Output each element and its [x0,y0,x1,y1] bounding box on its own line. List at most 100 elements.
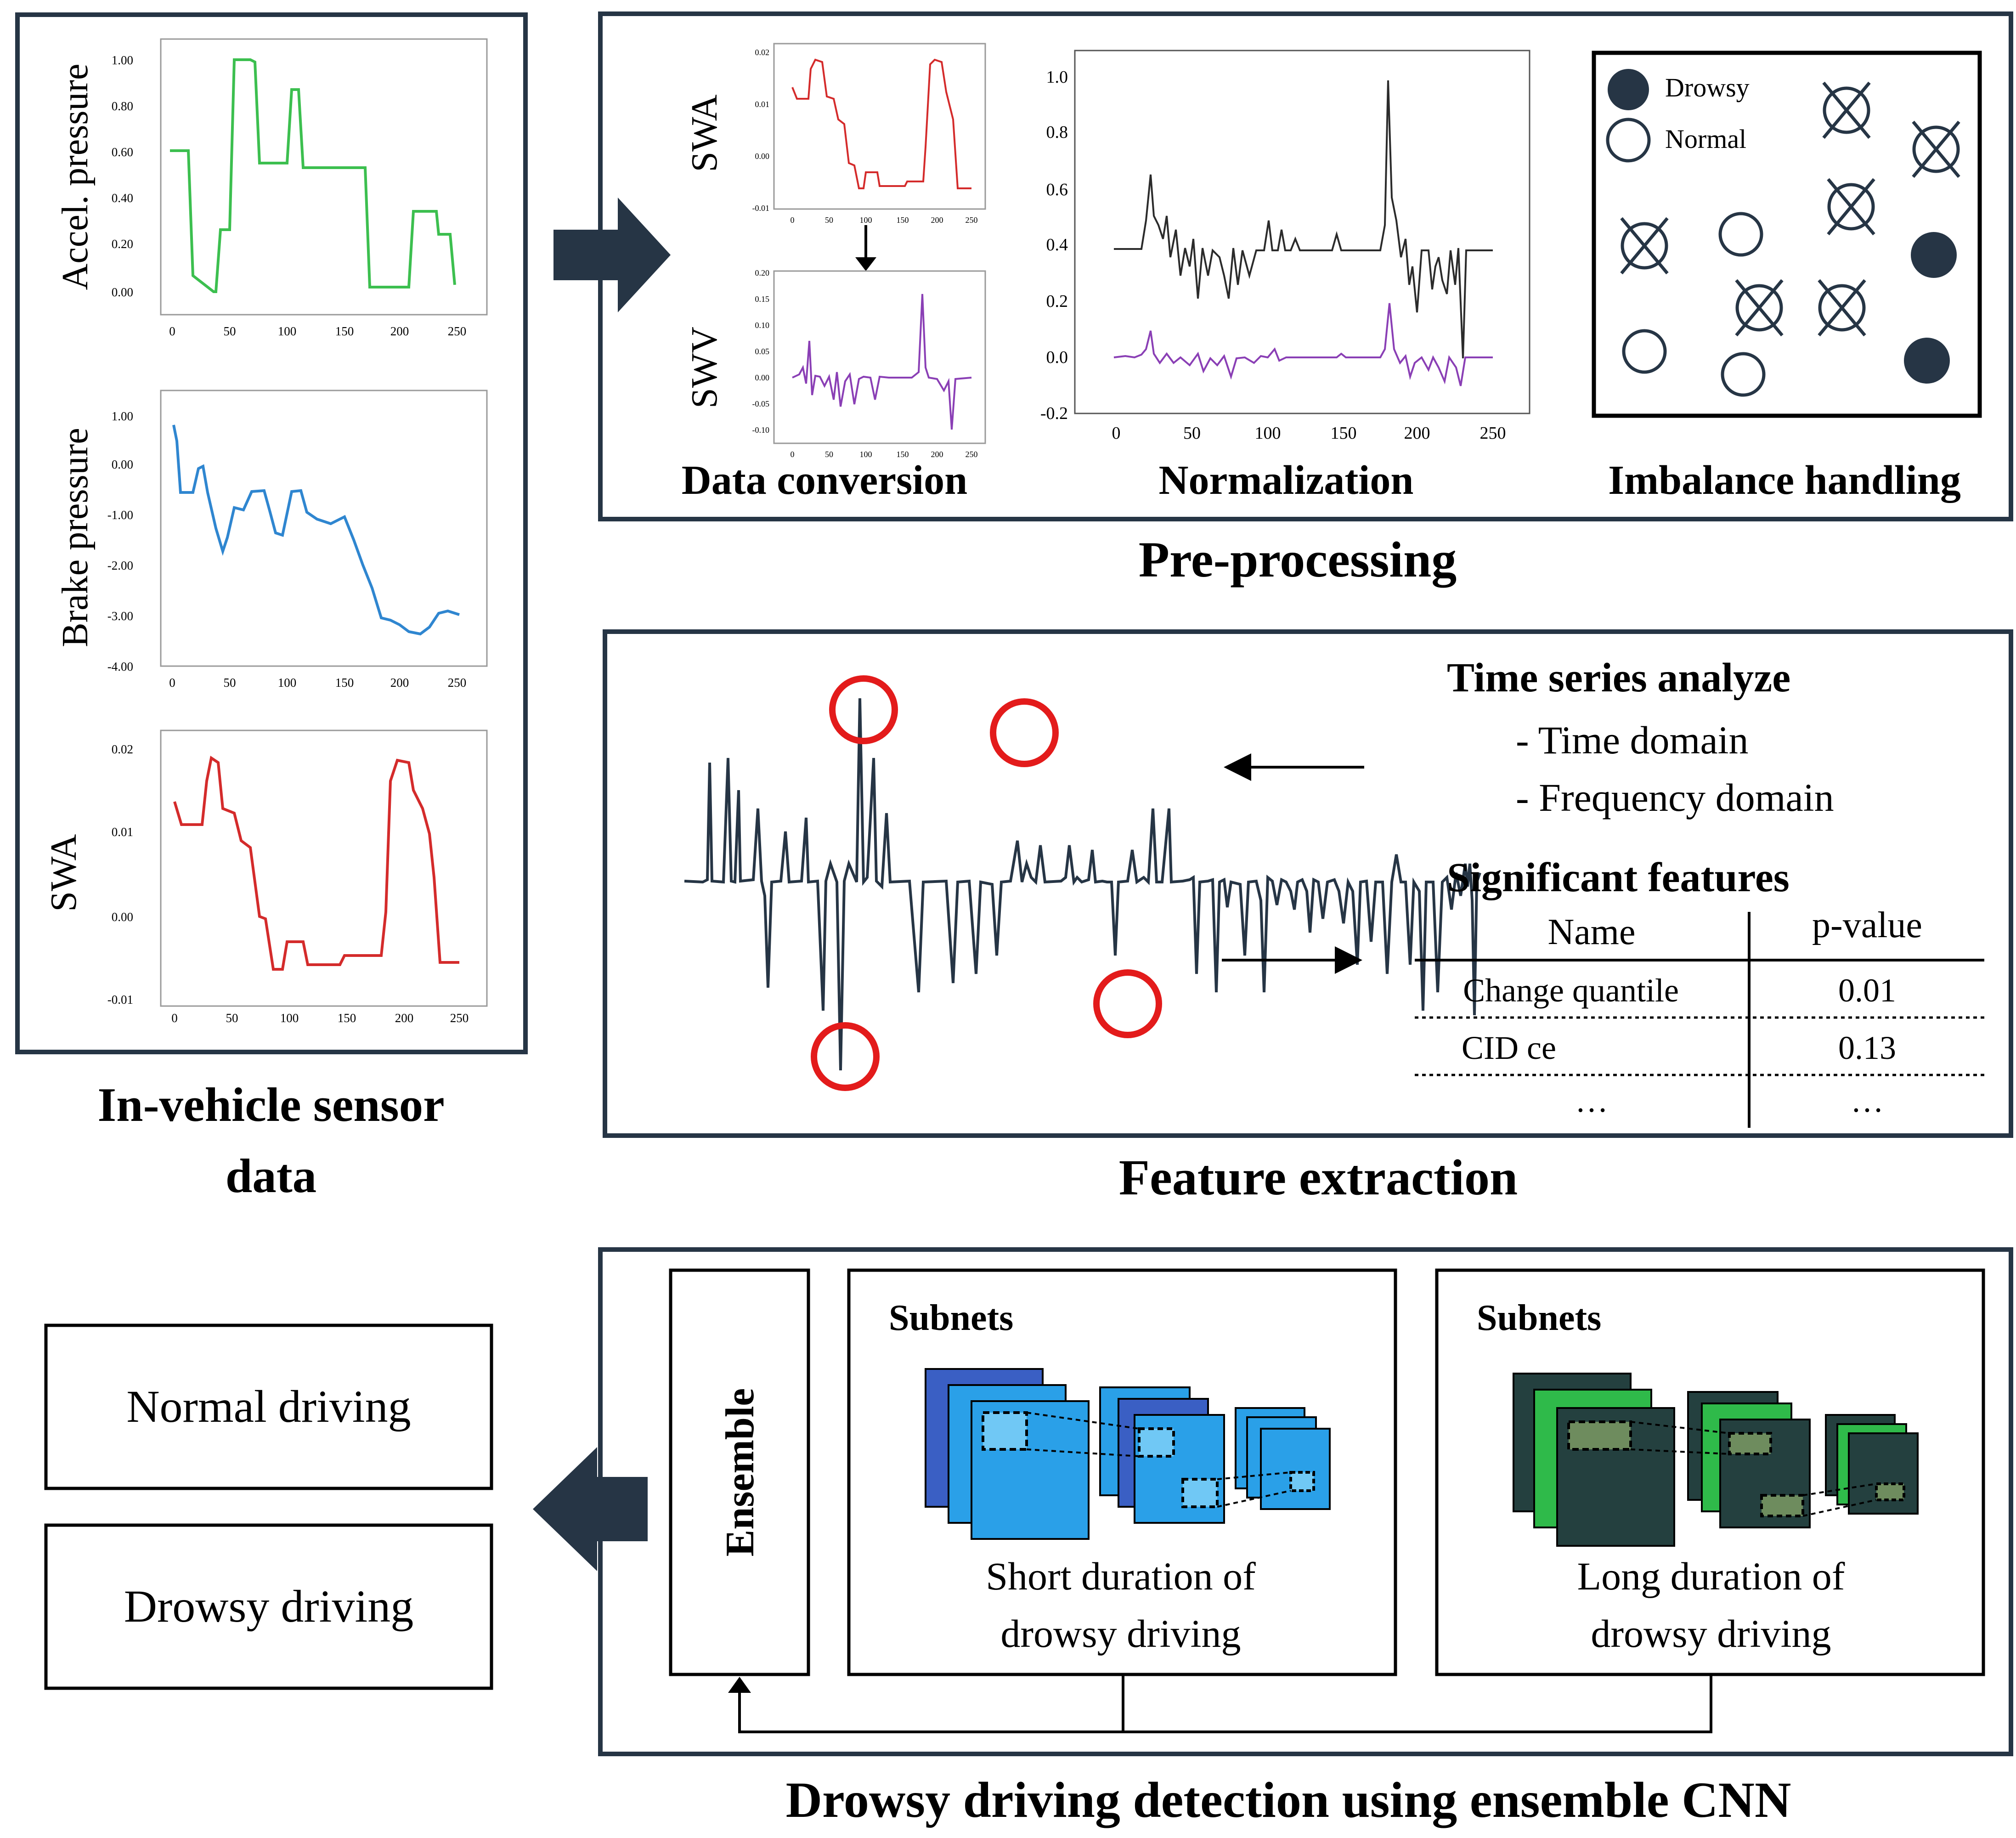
dc-swa-frame [773,43,986,210]
normal-sample-icon [1622,329,1667,374]
drowsy-driving-box [44,1523,493,1690]
swa-ytick: 0.01 [112,825,133,839]
swa-sensor-chart: SWA 0.02 0.01 0.00 -0.01 0 50 100 150 20… [44,730,488,1025]
long-subnet-line2: drowsy driving [1591,1612,1831,1656]
dc-swv-xtick: 100 [860,450,872,459]
dc-xtick: 250 [966,215,978,225]
normalization-caption: Normalization [1159,458,1414,503]
drowsy-sample-icon [1911,232,1957,278]
removed-sample-icon [1827,178,1875,236]
accel-xtick: 100 [278,324,297,338]
swa-xtick: 100 [280,1011,299,1025]
table-row-name: Change quantile [1463,972,1679,1009]
dc-xtick: 100 [860,215,872,225]
norm-ytick: -0.2 [1040,404,1068,423]
norm-ytick: 0.6 [1046,180,1068,199]
norm-ytick: 0.0 [1046,348,1068,367]
feature-extraction-panel: Time series analyze - Time domain - Freq… [603,629,2013,1205]
brake-ytick: -2.00 [107,559,133,572]
dc-swv-ytick: -0.05 [752,399,770,408]
long-subnet-heading: Subnets [1477,1298,1601,1338]
long-subnet-line1: Long duration of [1577,1554,1845,1598]
dc-swv-line [792,294,972,430]
accel-ytick: 0.80 [112,99,133,113]
accel-ytick: 0.60 [112,145,133,159]
norm-xtick: 150 [1331,424,1357,443]
feature-table: Name p-value Change quantile 0.01 CID ce… [1415,905,1984,1128]
accel-xtick: 200 [390,324,409,338]
short-subnet-line1: Short duration of [986,1554,1256,1598]
norm-xtick: 200 [1404,424,1430,443]
sensor-panel: Accel. pressure 1.00 0.80 0.60 0.40 0.20… [15,12,528,1203]
short-subnet-line2: drowsy driving [1000,1612,1241,1656]
dc-ytick: 0.01 [755,100,770,109]
norm-xtick: 0 [1112,424,1121,443]
brake-xtick: 200 [390,676,409,690]
frequency-domain-label: - Frequency domain [1516,775,1834,820]
short-subnet-heading: Subnets [889,1298,1013,1338]
swa-xtick: 0 [171,1011,178,1025]
brake-ytick: 0.00 [112,458,133,471]
normal-legend-icon [1606,118,1651,163]
dc-swv-ytick: 0.05 [755,347,770,356]
dc-swa-line [791,58,971,189]
norm-xtick: 250 [1480,424,1506,443]
norm-dark-line [1114,80,1493,359]
dc-swv-ytick: -0.10 [752,425,770,435]
preprocessing-title: Pre-processing [1139,532,1457,588]
dc-ytick: 0.00 [755,152,770,161]
removed-sample-icon [1735,279,1784,337]
dc-xtick: 0 [791,215,795,225]
dc-swv-xtick: 250 [966,450,978,459]
brake-ytick: -3.00 [107,609,133,623]
brake-xtick: 100 [278,676,297,690]
brake-xtick: 50 [224,676,236,690]
peak-circle-icon [1093,969,1162,1038]
norm-ytick: 1.0 [1046,68,1068,87]
short-cnn-stack-icon [925,1368,1331,1540]
dc-xtick: 150 [897,215,909,225]
accel-ylabel: Accel. pressure [55,63,96,290]
dc-swv-xtick: 200 [931,450,943,459]
sensor-panel-caption: In-vehicle sensor [97,1078,444,1131]
dc-swv-xtick: 50 [825,450,833,459]
norm-ytick: 0.2 [1046,292,1068,311]
brake-xtick: 0 [169,676,175,690]
swa-ytick: 0.02 [112,742,133,756]
legend-drowsy-label: Drowsy [1665,73,1750,102]
removed-sample-icon [1912,120,1960,178]
dc-swv-xtick: 150 [897,450,909,459]
imbalance-caption: Imbalance handling [1608,458,1961,503]
normal-sample-icon [1718,212,1763,257]
time-series-heading: Time series analyze [1447,655,1790,701]
dc-swv-label: SWV [684,327,725,408]
ensemble-arrowhead-icon [728,1677,751,1693]
norm-ytick: 0.4 [1046,235,1068,254]
dc-swv-ytick: 0.15 [755,294,770,304]
brake-ytick: -1.00 [107,508,133,522]
table-row-name: CID ce [1462,1029,1556,1066]
norm-ytick: 0.8 [1046,123,1068,142]
imbalance-frame [1592,51,1982,418]
swa-chart-frame [160,730,488,1007]
dc-xtick: 200 [931,215,943,225]
long-cnn-stack-icon [1513,1373,1919,1547]
drowsy-legend-icon [1608,69,1649,110]
long-to-ensemble-connector [1123,1674,1712,1733]
data-conversion-caption: Data conversion [682,458,967,503]
peak-circle-icon [990,698,1059,767]
dc-swa-label: SWA [684,94,725,172]
brake-pressure-chart: Brake pressure 1.00 0.00 -1.00 -2.00 -3.… [55,390,488,690]
preprocessing-frame [598,11,2013,521]
accel-xtick: 150 [335,324,354,338]
ensemble-box [669,1268,810,1676]
table-row-pvalue: … [1851,1082,1884,1119]
accel-ytick: 0.40 [112,191,133,205]
short-to-ensemble-connector [738,1674,1124,1733]
accel-chart-frame [160,38,488,316]
drowsy-sample-icon [1904,338,1950,384]
brake-chart-frame [160,390,488,667]
sensor-panel-caption-2: data [226,1149,316,1203]
conversion-arrowhead-icon [855,257,876,271]
